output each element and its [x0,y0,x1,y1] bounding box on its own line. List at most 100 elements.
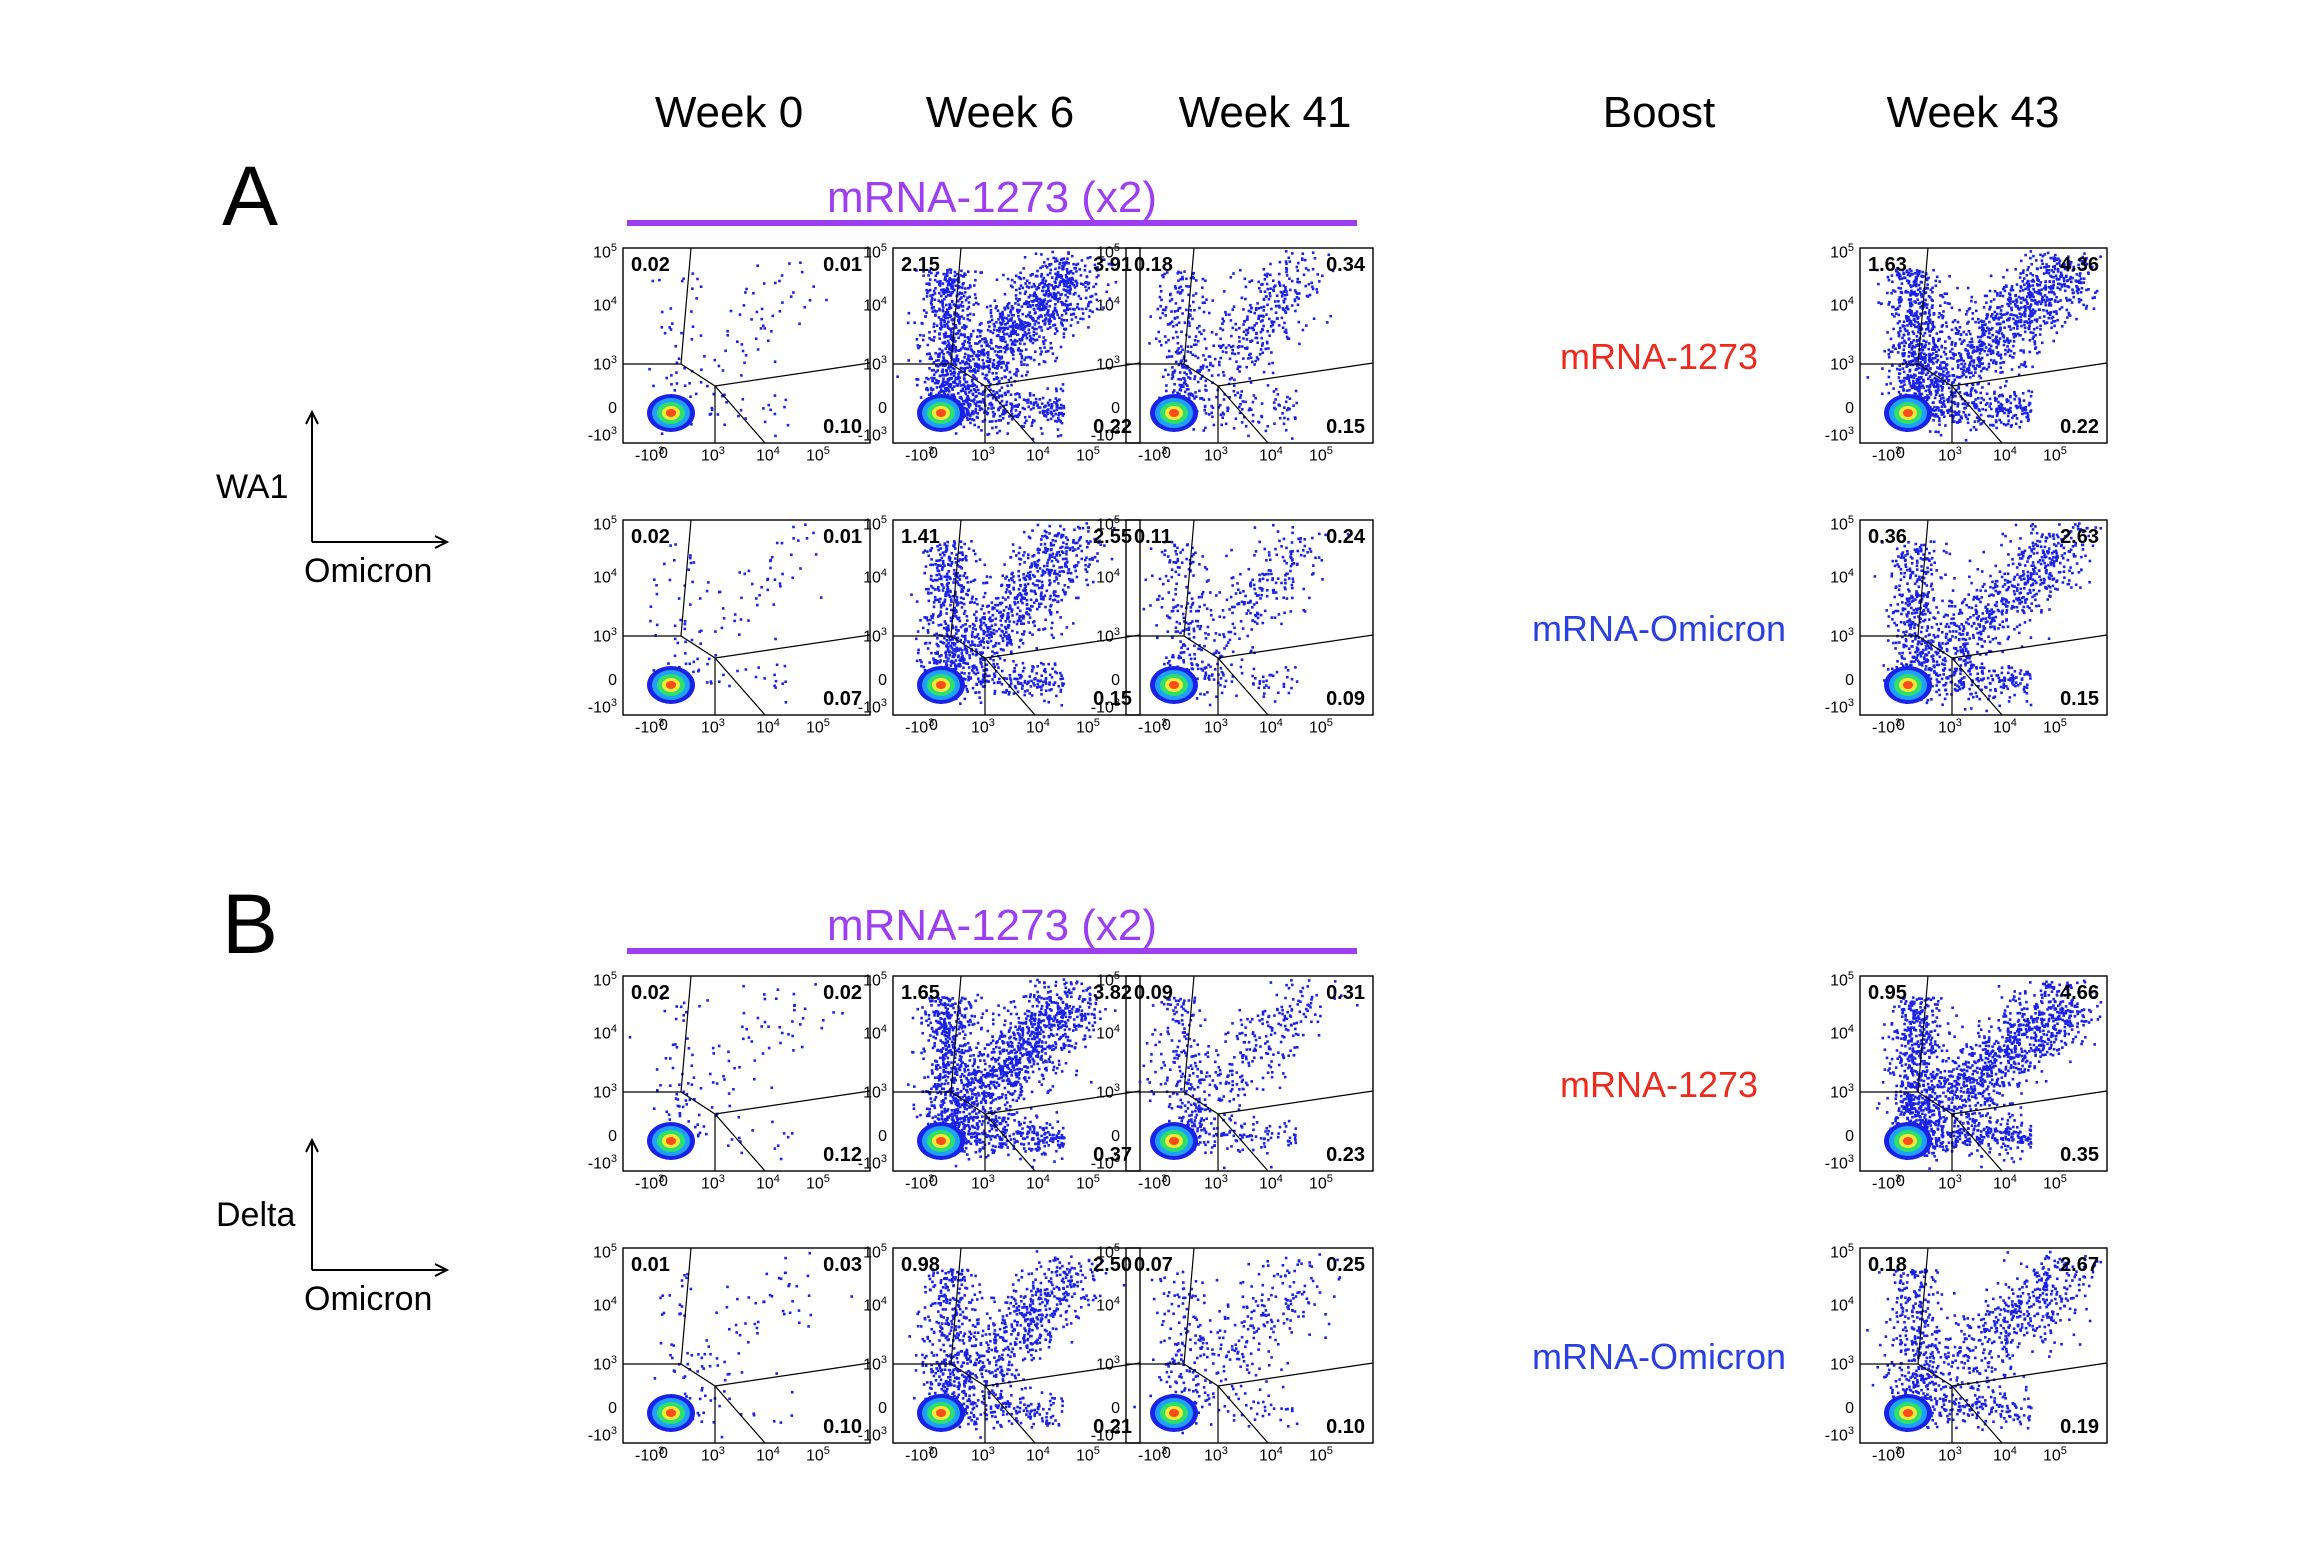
y-tick-label: 105 [593,242,617,262]
x-tick-label: 103 [701,717,725,737]
y-tick-label: 103 [1096,626,1120,646]
x-tick-label: 104 [1259,445,1283,465]
y-tick-label: 0 [1845,672,1854,689]
y-tick-label: 103 [863,1354,887,1374]
x-tick-label: -103 [635,445,665,465]
x-tick-label: 103 [971,1445,995,1465]
quadrant-q2-value: 2.63 [2060,526,2099,548]
quadrant-q2-value: 2.50 [1093,1254,1132,1276]
x-tick-label: 103 [1938,717,1962,737]
flow-plot-canvas [1125,1247,1374,1444]
x-tick-label: 104 [756,717,780,737]
flow-plot: 0.09 0.31 0.23 105 104 103 0 -103 -103 0 103 104 105 [1091,970,1374,1192]
y-tick-label: -103 [857,1425,887,1445]
y-tick-label: 0 [608,672,617,689]
x-tick-label: -103 [1872,1445,1902,1465]
axis-key-arrows [305,1138,450,1277]
y-tick-label: 103 [1830,626,1854,646]
y-tick-label: -103 [1824,1153,1854,1173]
flow-plot: 0.18 0.34 0.15 105 104 103 0 -103 -103 0 103 104 105 [1091,242,1374,464]
x-tick-label: 103 [701,1445,725,1465]
y-tick-label: -103 [857,1153,887,1173]
y-tick-label: -103 [857,425,887,445]
x-tick-label: 103 [1938,1445,1962,1465]
x-axis-marker-label: Omicron [304,1280,433,1318]
x-tick-label: 0 [1896,1173,1905,1190]
x-tick-label: -103 [635,1445,665,1465]
quadrant-q1-value: 0.01 [631,1254,670,1276]
header-boost: Boost [1602,88,1716,137]
quadrant-q1-value: 1.41 [901,526,940,548]
x-tick-label: -103 [635,717,665,737]
x-tick-label: 103 [701,445,725,465]
y-tick-label: 104 [593,1295,617,1315]
quadrant-q4-value: 0.15 [1326,416,1365,438]
y-tick-label: 104 [1830,567,1854,587]
flow-plot-canvas [622,519,871,716]
x-tick-label: 105 [1309,445,1333,465]
quadrant-q2-value: 2.55 [1093,526,1132,548]
x-tick-label: 105 [1076,1445,1100,1465]
flow-plot-canvas [1859,247,2108,444]
x-tick-label: -103 [905,445,935,465]
y-tick-label: 0 [1111,1400,1120,1417]
y-tick-label: 103 [863,354,887,374]
quadrant-q1-value: 0.11 [1134,526,1172,548]
y-tick-label: 105 [593,514,617,534]
boost-label: mRNA-Omicron [1531,1336,1787,1377]
quadrant-q2-value: 0.31 [1326,982,1365,1004]
x-tick-label: 104 [756,1445,780,1465]
y-tick-label: -103 [857,697,887,717]
x-tick-label: 0 [929,1173,938,1190]
x-tick-label: 104 [1259,1173,1283,1193]
y-tick-label: -103 [1090,1153,1120,1173]
flow-plot-canvas [1125,975,1374,1172]
y-tick-label: 104 [1096,1295,1120,1315]
quadrant-q4-value: 0.19 [2060,1416,2099,1438]
y-tick-label: -103 [1824,697,1854,717]
x-tick-label: 104 [1259,717,1283,737]
x-tick-label: 105 [806,717,830,737]
flow-plot: 0.02 0.02 0.12 105 104 103 0 -103 -103 0 103 104 105 [588,970,871,1192]
y-tick-label: 104 [593,1023,617,1043]
x-tick-label: -103 [1872,717,1902,737]
x-tick-label: -103 [1138,1173,1168,1193]
x-tick-label: 0 [929,717,938,734]
quadrant-q4-value: 0.15 [1093,688,1132,710]
x-tick-label: -103 [1138,1445,1168,1465]
x-tick-label: 103 [1938,445,1962,465]
y-tick-label: 104 [1830,1295,1854,1315]
x-tick-label: 103 [1204,1173,1228,1193]
flow-plot: 0.07 0.25 0.10 105 104 103 0 -103 -103 0 103 104 105 [1091,1242,1374,1464]
axis-key-arrows [305,410,450,549]
y-tick-label: 103 [863,626,887,646]
x-tick-label: 104 [1259,1445,1283,1465]
x-tick-label: 104 [1993,717,2017,737]
x-tick-label: 0 [1896,1445,1905,1462]
flow-plot-canvas [1859,1247,2108,1444]
y-tick-label: 0 [878,672,887,689]
flow-plot: 0.95 4.66 0.35 105 104 103 0 -103 -103 0 103 104 105 [1825,970,2108,1192]
x-tick-label: -103 [1138,445,1168,465]
flow-plot-canvas [622,247,871,444]
y-tick-label: 105 [1096,514,1120,534]
y-tick-label: 104 [863,1295,887,1315]
y-tick-label: 105 [863,514,887,534]
x-tick-label: -103 [635,1173,665,1193]
y-tick-label: 104 [1096,1023,1120,1043]
quadrant-q4-value: 0.22 [1093,416,1132,438]
x-tick-label: -103 [905,1445,935,1465]
quadrant-q2-value: 0.01 [823,254,862,276]
x-tick-label: 103 [1204,717,1228,737]
x-tick-label: 105 [2043,1445,2067,1465]
y-tick-label: 103 [593,1354,617,1374]
y-tick-label: 104 [1830,1023,1854,1043]
x-tick-label: 104 [1993,445,2017,465]
x-tick-label: 0 [1896,717,1905,734]
quadrant-q4-value: 0.37 [1093,1144,1132,1166]
quadrant-q1-value: 2.15 [901,254,940,276]
boost-label: mRNA-1273 [1559,336,1759,377]
y-tick-label: 103 [1096,1082,1120,1102]
y-tick-label: -103 [587,425,617,445]
quadrant-q4-value: 0.10 [823,1416,862,1438]
